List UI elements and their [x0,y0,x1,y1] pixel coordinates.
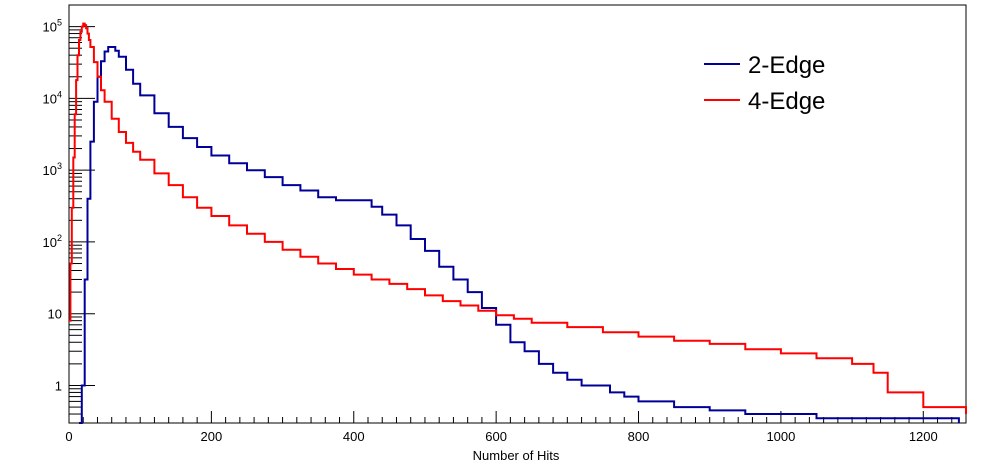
legend: 2-Edge 4-Edge [704,52,825,115]
x-tick-label: 600 [485,429,507,444]
x-tick-label: 200 [201,429,223,444]
axis-ticks [68,4,967,424]
y-tick-label: 103 [43,161,62,178]
y-tick-label: 1 [55,378,62,393]
x-axis-title: Number of Hits [473,448,560,463]
legend-label: 2-Edge [748,52,825,79]
y-tick-label: 10 [48,307,62,322]
series-layer [69,22,967,424]
x-tick-label: 400 [343,429,365,444]
y-tick-label: 102 [43,233,62,250]
tick-labels: 0 200 400 600 800 1000 1200 1 10 102 103 104 105 [43,18,938,444]
y-tick-label: 105 [43,18,62,35]
x-tick-label: 1200 [909,429,938,444]
x-tick-label: 0 [65,429,72,444]
series-line-2 [69,22,967,414]
series-line-1 [79,46,960,424]
legend-label: 4-Edge [748,88,825,115]
y-tick-label: 104 [43,89,62,106]
plot-frame [68,4,967,424]
x-tick-label: 800 [628,429,650,444]
x-tick-label: 1000 [766,429,795,444]
